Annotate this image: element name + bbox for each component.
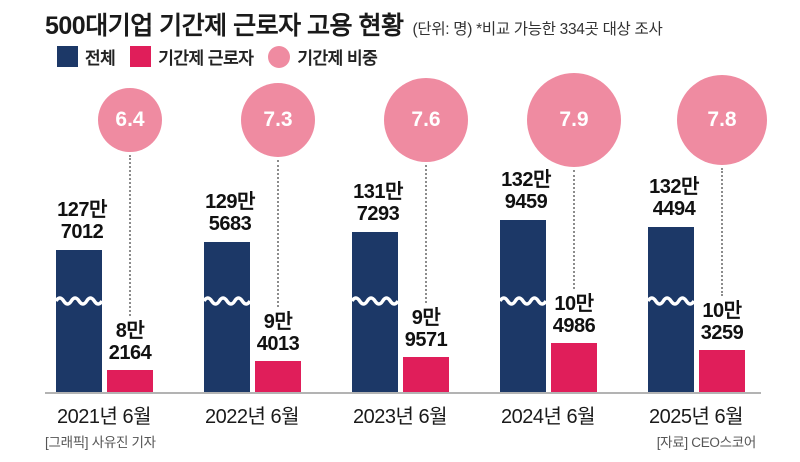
x-axis-label: 2025년 6월 — [649, 406, 743, 428]
axis-break-wave-icon — [648, 296, 694, 306]
axis-break-wave-icon — [56, 296, 102, 306]
fixed-term-bar — [699, 350, 745, 392]
fixed-term-bar-label: 10만 3259 — [700, 300, 744, 344]
total-bar-label: 132만 9459 — [501, 169, 551, 213]
legend-item-ratio: 기간제 비중 — [268, 44, 378, 69]
total-bar — [204, 242, 250, 392]
ratio-bubble-value: 7.6 — [411, 108, 441, 131]
legend-label: 전체 — [85, 49, 116, 68]
fixed-term-bar — [551, 343, 597, 392]
total-swatch-icon — [57, 46, 78, 67]
ratio-bubble-value: 6.4 — [115, 108, 145, 131]
fixed-term-bar-label: 10만 4986 — [552, 293, 596, 337]
fixed-term-swatch-icon — [130, 46, 152, 67]
bubble-connector-line — [573, 170, 575, 289]
legend-label: 기간제 근로자 — [158, 49, 254, 68]
ratio-bubble: 6.4 — [98, 88, 162, 152]
ratio-swatch-icon — [268, 45, 291, 68]
bubble-connector-line — [129, 155, 131, 316]
credit-source: [자료] CEO스코어 — [656, 435, 757, 450]
header: 500대기업 기간제 근로자 고용 현황 (단위: 명) *비교 가능한 334… — [45, 6, 663, 42]
fixed-term-bar-label: 8만 2164 — [108, 320, 152, 364]
fixed-term-bar — [107, 370, 153, 392]
ratio-bubble-value: 7.3 — [263, 108, 293, 131]
total-bar-label: 132만 4494 — [649, 176, 699, 220]
axis-break-wave-icon — [352, 296, 398, 306]
total-bar — [648, 227, 694, 392]
x-axis-line — [45, 392, 761, 394]
legend-item-fixed-term: 기간제 근로자 — [130, 44, 254, 69]
ratio-bubble: 7.8 — [677, 75, 767, 165]
ratio-bubble-value: 7.8 — [707, 108, 737, 131]
total-bar — [352, 232, 398, 392]
fixed-term-bar — [255, 361, 301, 392]
total-bar — [56, 250, 102, 392]
axis-break-wave-icon — [204, 296, 250, 306]
legend-item-total: 전체 — [57, 44, 116, 69]
bubble-connector-line — [277, 160, 279, 307]
legend-label: 기간제 비중 — [297, 49, 378, 68]
total-bar-label: 127만 7012 — [57, 199, 107, 243]
x-axis-label: 2022년 6월 — [205, 406, 299, 428]
total-bar-label: 129만 5683 — [205, 191, 255, 235]
fixed-term-bar-label: 9만 4013 — [256, 311, 300, 355]
ratio-bubble: 7.9 — [527, 73, 621, 167]
ratio-bubble-value: 7.9 — [559, 108, 589, 131]
x-axis-label: 2024년 6월 — [501, 406, 595, 428]
bubble-connector-line — [425, 165, 427, 303]
fixed-term-bar-label: 9만 9571 — [404, 307, 448, 351]
axis-break-wave-icon — [500, 296, 546, 306]
fixed-term-bar — [403, 357, 449, 392]
total-bar — [500, 220, 546, 392]
total-bar-label: 131만 7293 — [353, 181, 403, 225]
legend: 전체 기간제 근로자 기간제 비중 — [57, 44, 392, 69]
page-title: 500대기업 기간제 근로자 고용 현황 — [45, 12, 404, 40]
x-axis-label: 2023년 6월 — [353, 406, 447, 428]
credit-graphic: [그래픽] 사유진 기자 — [45, 435, 156, 450]
ratio-bubble: 7.3 — [241, 83, 315, 157]
x-axis-label: 2021년 6월 — [57, 406, 151, 428]
unit-note: (단위: 명) *비교 가능한 334곳 대상 조사 — [412, 21, 663, 38]
bubble-connector-line — [721, 168, 723, 296]
ratio-bubble: 7.6 — [384, 78, 468, 162]
